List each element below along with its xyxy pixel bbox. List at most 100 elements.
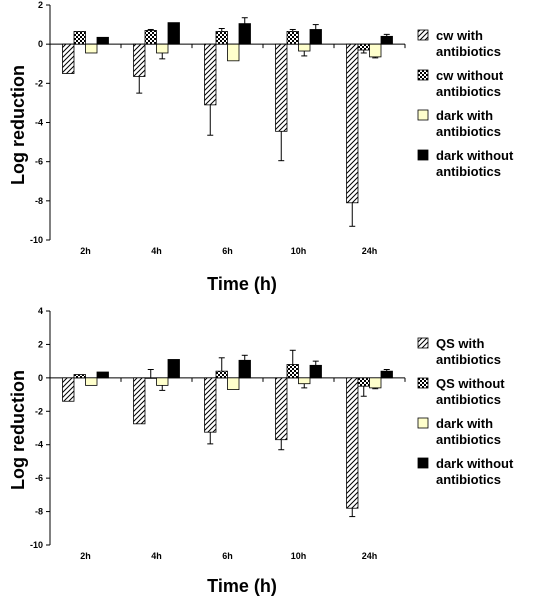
x-tick-label: 24h	[362, 246, 378, 256]
bar	[357, 377, 370, 387]
chart-top: Log reduction Time (h)	[8, 65, 277, 294]
y-tick-label: -8	[35, 196, 43, 206]
bar	[96, 36, 109, 45]
legend-swatch	[417, 417, 429, 429]
bar	[204, 43, 217, 106]
bar	[144, 30, 157, 45]
legend-label: antibiotics	[436, 472, 501, 487]
legend-label: cw without	[436, 68, 504, 83]
bar	[309, 29, 322, 45]
y-tick-label: -2	[35, 78, 43, 88]
legend-swatch	[417, 457, 429, 469]
bar	[204, 377, 217, 433]
y-tick-label: 4	[38, 306, 43, 316]
y-tick-label: -8	[35, 507, 43, 517]
y-tick-label: -10	[30, 235, 43, 245]
chart-top-xlabel: Time (h)	[207, 274, 277, 294]
bar	[133, 377, 146, 425]
legend-swatch	[417, 337, 429, 349]
bar	[275, 377, 288, 441]
chart-bottom: Log reduction Time (h)	[8, 370, 277, 596]
chart-bottom-ylabel: Log reduction	[8, 370, 28, 490]
bar	[346, 377, 359, 509]
bar	[298, 377, 311, 385]
x-tick-label: 2h	[80, 246, 91, 256]
legend-swatch	[417, 69, 429, 81]
legend-label: dark with	[436, 108, 493, 123]
chart-top-plot: 2 0 -2 -4 -6 -8 -10 2h 4h 6h 10h 24h	[30, 0, 406, 256]
bar	[215, 31, 228, 45]
legend-label: dark with	[436, 416, 493, 431]
y-tick-label: -4	[35, 440, 43, 450]
bar	[238, 23, 251, 45]
y-tick-label: 0	[38, 39, 43, 49]
bar	[167, 22, 180, 45]
bar	[156, 43, 169, 54]
x-tick-label: 24h	[362, 551, 378, 561]
y-tick-label: 0	[38, 373, 43, 383]
y-tick-label: -6	[35, 473, 43, 483]
legend-label: dark without	[436, 148, 514, 163]
legend-label: antibiotics	[436, 432, 501, 447]
bar	[167, 359, 180, 379]
bar	[380, 35, 393, 45]
x-tick-label: 4h	[151, 246, 162, 256]
legend-label: antibiotics	[436, 164, 501, 179]
x-tick-label: 2h	[80, 551, 91, 561]
legend-label: antibiotics	[436, 392, 501, 407]
y-tick-label: -2	[35, 406, 43, 416]
chart-bottom-plot: 4 2 0 -2 -4 -6 -8 -10 2h 4h 6h 10h 24h	[30, 306, 406, 561]
legend-label: antibiotics	[436, 84, 501, 99]
legend-swatch	[417, 377, 429, 389]
legend-swatch	[417, 109, 429, 121]
bar	[357, 43, 370, 51]
bar	[286, 364, 299, 379]
bar	[62, 43, 75, 74]
chart-top-ylabel: Log reduction	[8, 65, 28, 185]
bar	[85, 377, 98, 386]
bar	[346, 43, 359, 204]
y-tick-label: -6	[35, 157, 43, 167]
bar	[73, 31, 86, 45]
bar	[227, 377, 240, 390]
bar	[133, 43, 146, 77]
legend-label: antibiotics	[436, 44, 501, 59]
x-tick-label: 6h	[222, 551, 233, 561]
bar	[73, 374, 86, 379]
bar	[298, 43, 311, 52]
bar	[96, 371, 109, 379]
bar	[275, 43, 288, 132]
legend-label: cw with	[436, 28, 483, 43]
bar	[286, 31, 299, 45]
y-tick-label: 2	[38, 339, 43, 349]
x-tick-label: 4h	[151, 551, 162, 561]
x-tick-label: 10h	[291, 246, 307, 256]
bar	[227, 43, 240, 62]
legend-label: antibiotics	[436, 352, 501, 367]
bar	[85, 43, 98, 54]
legend-swatch	[417, 149, 429, 161]
bar	[238, 359, 251, 379]
bar	[369, 377, 382, 389]
y-tick-label: -4	[35, 118, 43, 128]
bar	[309, 364, 322, 379]
legend-label: QS with	[436, 336, 484, 351]
bar	[369, 43, 382, 58]
x-tick-label: 6h	[222, 246, 233, 256]
bar	[380, 370, 393, 379]
bar	[144, 377, 157, 379]
chart-bottom-xlabel: Time (h)	[207, 576, 277, 596]
legend-swatch	[417, 29, 429, 41]
legend-label: dark without	[436, 456, 514, 471]
bar	[62, 377, 75, 402]
y-tick-label: -10	[30, 540, 43, 550]
legend-label: antibiotics	[436, 124, 501, 139]
legend-label: QS without	[436, 376, 505, 391]
y-tick-label: 2	[38, 0, 43, 10]
bar	[215, 370, 228, 379]
x-tick-label: 10h	[291, 551, 307, 561]
bar	[156, 377, 169, 386]
